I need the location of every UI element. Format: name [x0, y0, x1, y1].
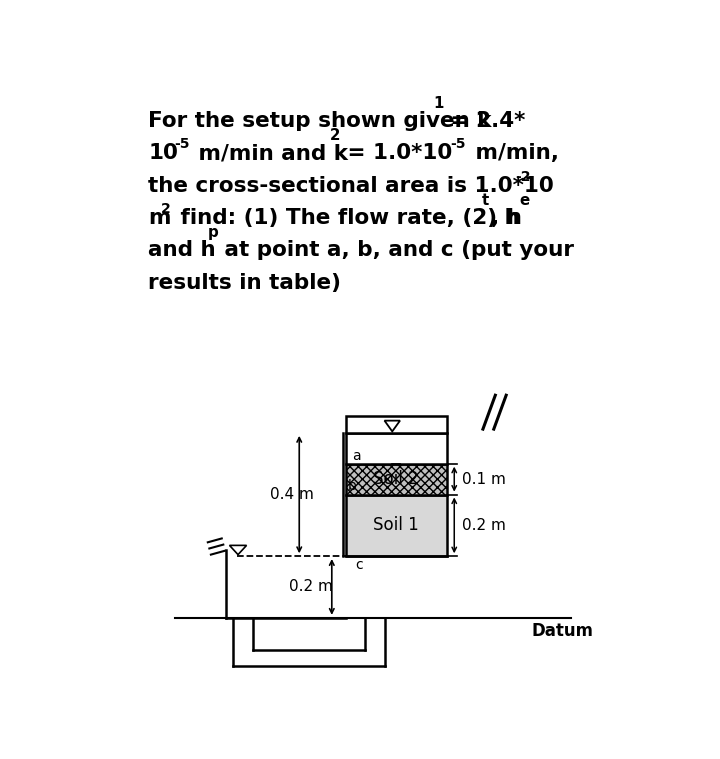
Text: results in table): results in table) [148, 272, 341, 293]
Bar [346, 416, 446, 433]
Bar [346, 495, 446, 556]
Text: e: e [519, 193, 530, 208]
Text: m/min,: m/min, [468, 143, 559, 163]
Bar [346, 464, 446, 495]
Text: 0.2 m: 0.2 m [289, 579, 333, 594]
Text: -5: -5 [174, 137, 190, 151]
Text: , h: , h [490, 208, 521, 228]
Text: find: (1) The flow rate, (2) h: find: (1) The flow rate, (2) h [173, 208, 520, 228]
Text: and h: and h [148, 241, 216, 260]
Bar [346, 433, 446, 464]
Text: 1: 1 [433, 96, 444, 111]
Text: = 2.4*: = 2.4* [444, 111, 526, 131]
Text: 0.4 m: 0.4 m [270, 487, 314, 502]
Text: b: b [348, 479, 357, 493]
Text: c: c [355, 558, 363, 572]
Text: -5: -5 [451, 137, 466, 151]
Text: For the setup shown given k: For the setup shown given k [148, 111, 492, 131]
Text: 2: 2 [161, 202, 170, 216]
Text: -2: -2 [516, 169, 531, 184]
Text: 0.2 m: 0.2 m [462, 518, 506, 533]
Text: Datum: Datum [532, 622, 594, 640]
Text: 2: 2 [330, 128, 341, 143]
Text: m: m [148, 208, 171, 228]
Text: Soil 2: Soil 2 [373, 470, 419, 488]
Text: m/min and k: m/min and k [191, 143, 348, 163]
Text: Soil 1: Soil 1 [373, 516, 419, 534]
Text: p: p [208, 225, 219, 241]
Text: t: t [482, 193, 489, 208]
Text: a: a [352, 449, 361, 463]
Text: = 1.0*10: = 1.0*10 [341, 143, 453, 163]
Text: at point a, b, and c (put your: at point a, b, and c (put your [217, 241, 574, 260]
Text: 0.1 m: 0.1 m [462, 471, 506, 487]
Text: 10: 10 [148, 143, 178, 163]
Text: the cross-sectional area is 1.0*10: the cross-sectional area is 1.0*10 [148, 176, 554, 196]
